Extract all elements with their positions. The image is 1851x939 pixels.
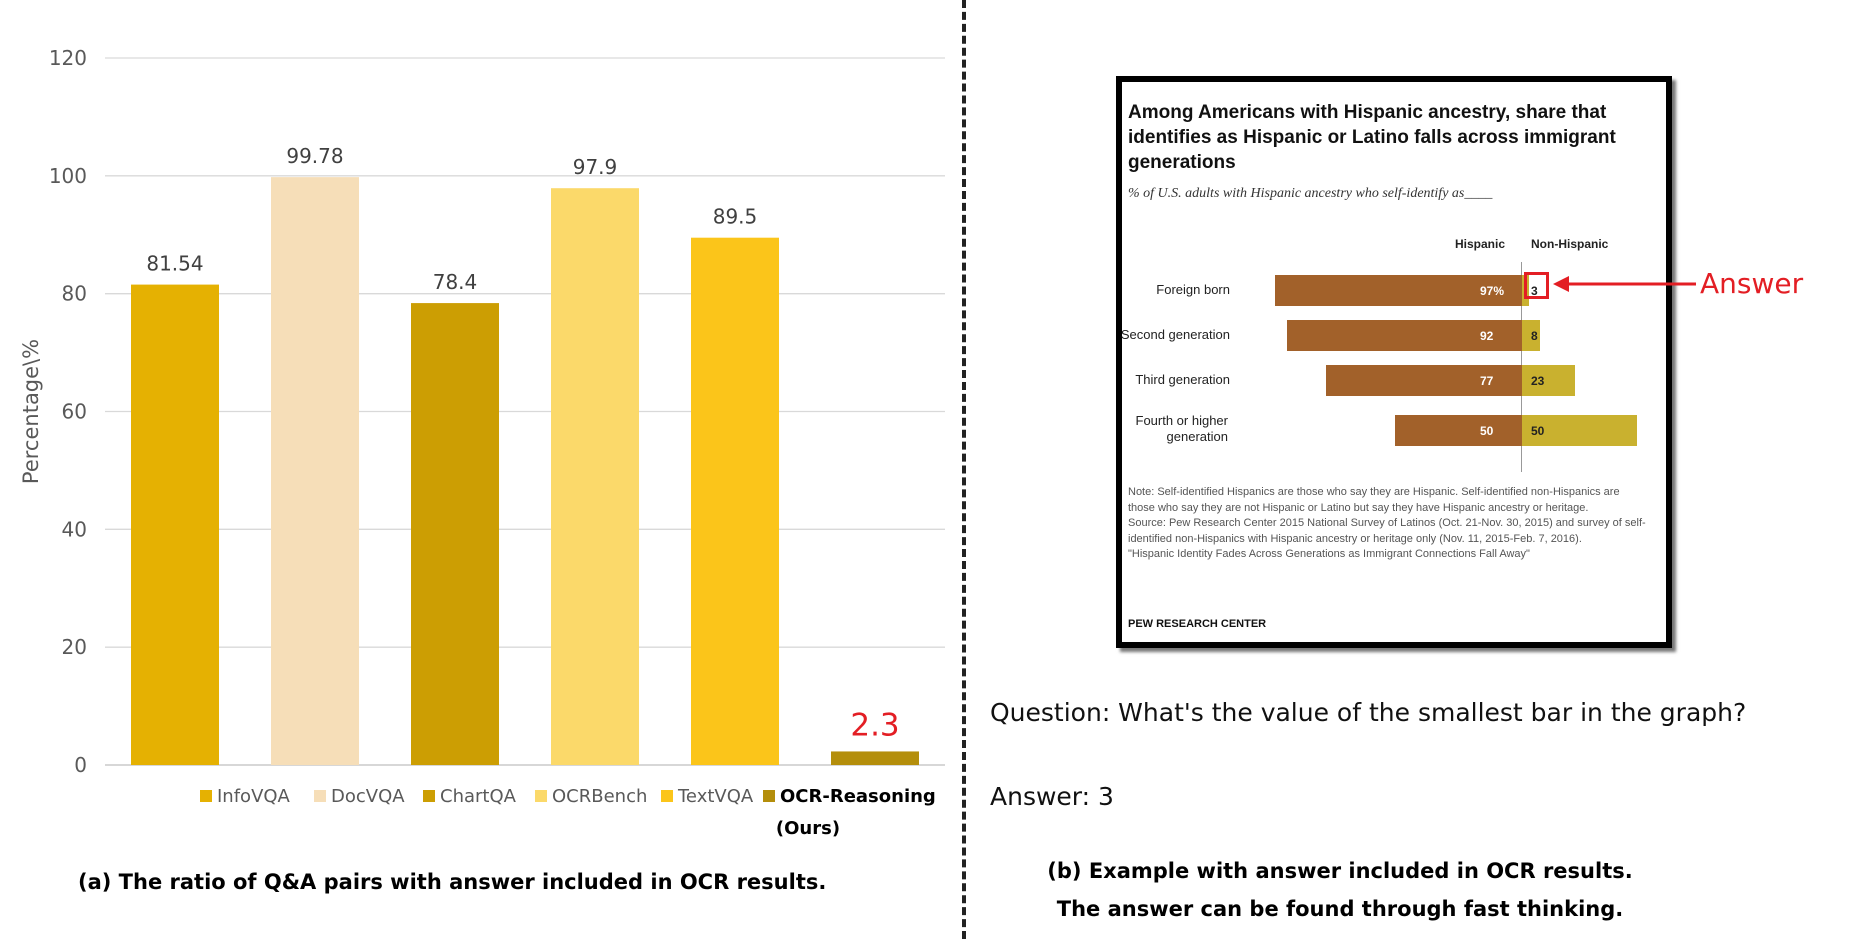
caption-b: (b) Example with answer included in OCR … — [1000, 852, 1680, 928]
answer-text: Answer: 3 — [990, 782, 1114, 811]
column-header-hispanic: Hispanic — [1455, 237, 1506, 251]
dashed-divider — [962, 0, 966, 939]
example-chart-image: Among Americans with Hispanic ancestry, … — [1116, 76, 1672, 648]
row-label: Fourth or higher generation — [1135, 413, 1229, 444]
column-header-non-hispanic: Non-Hispanic — [1531, 237, 1609, 251]
legend-swatch — [535, 790, 547, 802]
example-brand: PEW RESEARCH CENTER — [1128, 618, 1267, 630]
example-subtitle: % of U.S. adults with Hispanic ancestry … — [1128, 186, 1493, 201]
row-label: Second generation — [1120, 327, 1230, 342]
hispanic-bar — [1394, 415, 1522, 446]
non-hispanic-bar — [1522, 365, 1575, 396]
question-text: Question: What's the value of the smalle… — [990, 698, 1747, 727]
hispanic-value: 50 — [1480, 424, 1494, 438]
legend-item-3: OCRBench — [552, 786, 647, 807]
data-label: 78.4 — [433, 270, 478, 294]
bar-textvqa — [691, 237, 779, 766]
caption-a: (a) The ratio of Q&A pairs with answer i… — [78, 870, 827, 894]
caption-b-line-2: The answer can be found through fast thi… — [1056, 897, 1624, 921]
legend-swatch — [314, 790, 326, 802]
answer-highlight-box — [1524, 272, 1549, 299]
non-hispanic-value: 23 — [1531, 374, 1545, 388]
data-label: 99.78 — [286, 144, 343, 168]
non-hispanic-value: 50 — [1531, 424, 1545, 438]
hispanic-value: 77 — [1480, 374, 1494, 388]
y-tick-label: 120 — [49, 46, 87, 70]
legend-item-5: OCR-Reasoning — [780, 786, 936, 807]
row-label: Foreign born — [1156, 282, 1230, 297]
y-tick-label: 60 — [62, 400, 87, 424]
legend-swatch — [423, 790, 435, 802]
bar-ocrbench — [551, 188, 639, 766]
data-label: 2.3 — [850, 707, 899, 743]
legend-ours-label: (Ours) — [776, 818, 840, 839]
hispanic-value: 92 — [1480, 329, 1494, 343]
non-hispanic-bar — [1522, 415, 1637, 446]
answer-arrow — [1553, 276, 1696, 292]
example-title: Among Americans with Hispanic ancestry, … — [1128, 102, 1616, 173]
hispanic-bar — [1274, 275, 1522, 306]
bar-infovqa — [131, 284, 219, 765]
legend-item-4: TextVQA — [677, 786, 754, 807]
example-note: Note: Self-identified Hispanics are thos… — [1128, 486, 1646, 560]
y-tick-label: 40 — [62, 517, 87, 541]
legend-swatch — [763, 790, 775, 802]
legend-item-1: DocVQA — [331, 786, 405, 807]
non-hispanic-bar — [1522, 320, 1541, 351]
y-tick-label: 100 — [49, 164, 87, 188]
hispanic-bar — [1325, 365, 1522, 396]
bar-docvqa — [271, 177, 359, 765]
legend-swatch — [200, 790, 212, 802]
y-tick-label: 80 — [62, 282, 87, 306]
non-hispanic-value: 8 — [1531, 329, 1538, 343]
hispanic-bar — [1287, 320, 1522, 351]
data-label: 81.54 — [146, 252, 203, 276]
y-tick-label: 20 — [62, 635, 87, 659]
answer-tag: Answer — [1700, 267, 1804, 300]
y-tick-label: 0 — [74, 753, 87, 777]
legend-swatch — [661, 790, 673, 802]
caption-b-line-1: (b) Example with answer included in OCR … — [1047, 859, 1633, 883]
legend-item-2: ChartQA — [440, 786, 517, 807]
y-axis-label: Percentage\% — [19, 339, 43, 484]
hispanic-value: 97% — [1480, 284, 1505, 298]
legend-item-0: InfoVQA — [217, 786, 291, 807]
non-hispanic-value: 3 — [1531, 284, 1538, 298]
bar-chart: 0 20 40 60 80 100 120 Percentage\% 81.54 99.78 78.… — [19, 46, 945, 839]
bar-ocr-reasoning — [831, 751, 919, 765]
data-label: 89.5 — [713, 205, 758, 229]
row-label: Third generation — [1135, 372, 1230, 387]
data-label: 97.9 — [573, 155, 618, 179]
bar-chartqa — [411, 303, 499, 765]
